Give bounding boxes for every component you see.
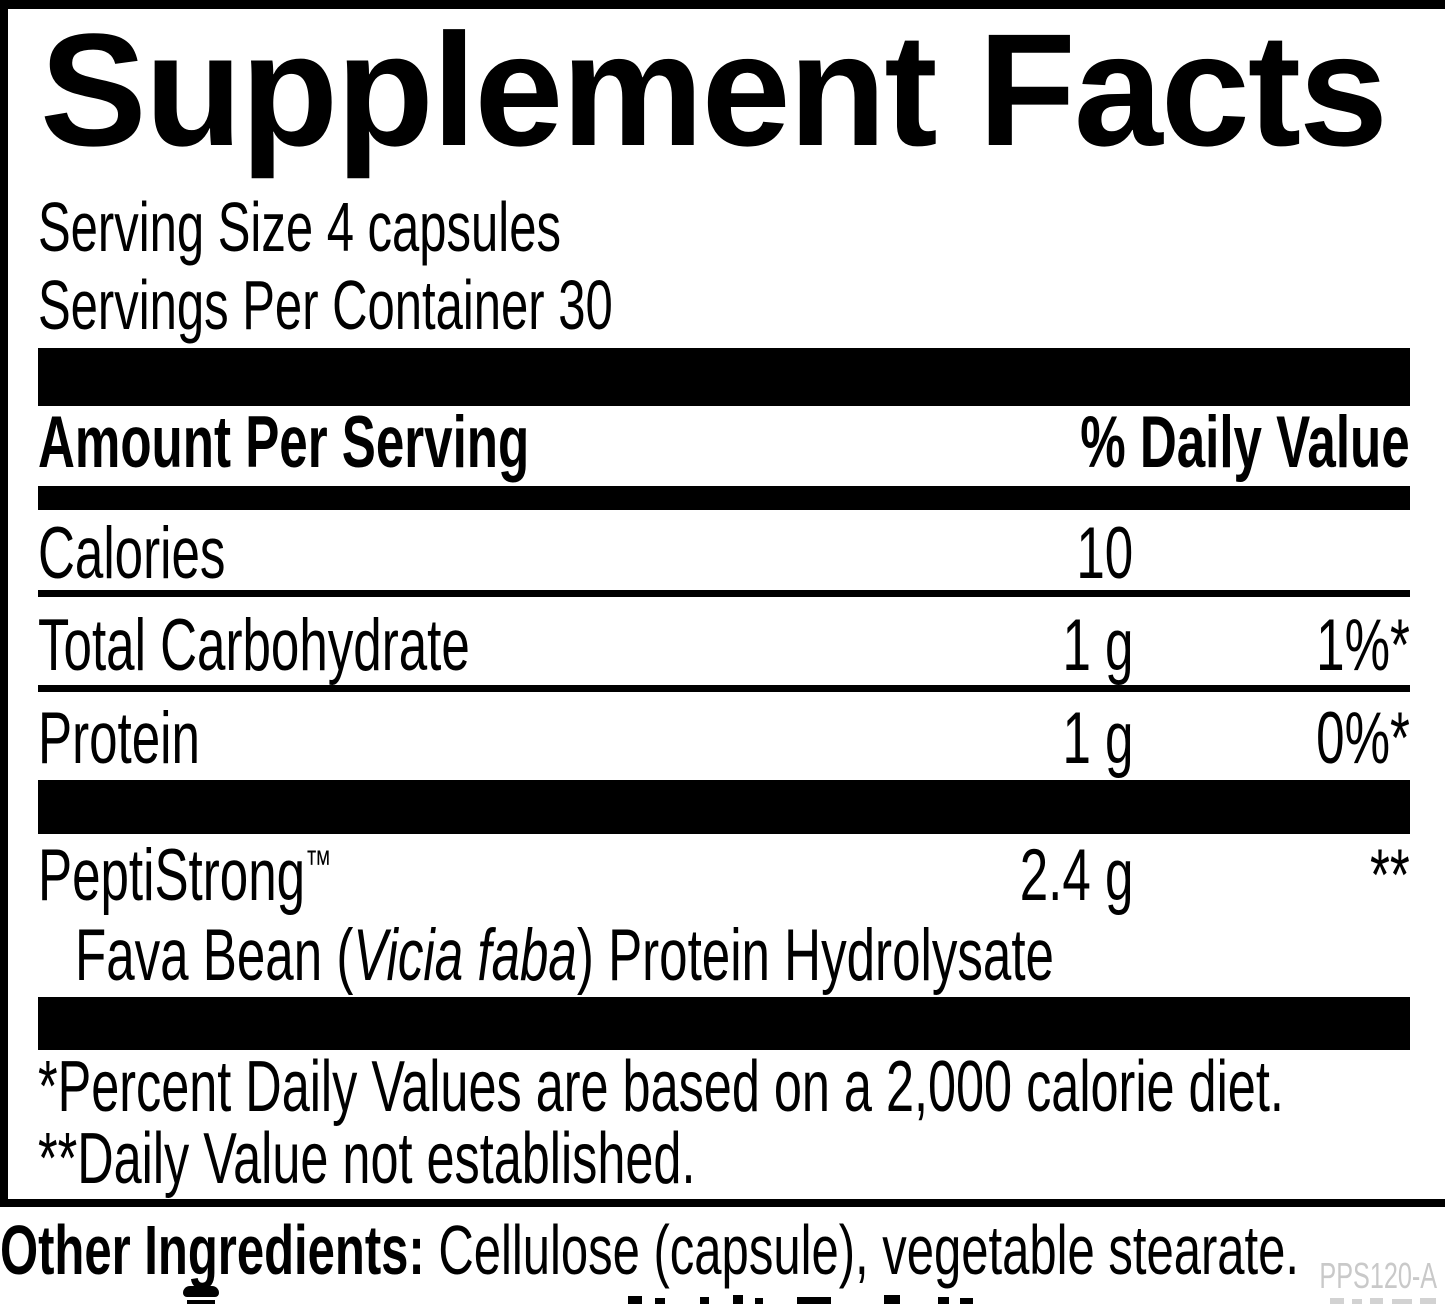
subtext-latin-name: Vicia faba [353, 915, 577, 996]
nutrient-amount: 10 [1076, 513, 1133, 594]
divider-bar-thick-3 [38, 997, 1410, 1050]
product-code: PPS120-A [1319, 1255, 1437, 1296]
other-ingredients-text: Cellulose (capsule), vegetable stearate. [424, 1211, 1300, 1289]
trademark-symbol: ™ [305, 843, 332, 886]
nutrient-name: Total Carbohydrate [38, 605, 470, 686]
nutrient-daily-value: 0%* [1316, 698, 1410, 779]
footnote-daily-value-not-established: **Daily Value not established. [38, 1119, 696, 1199]
row-separator [38, 590, 1410, 597]
divider-bar-thick-2 [38, 780, 1410, 834]
serving-size: Serving Size 4 capsules [38, 188, 561, 266]
row-separator [38, 685, 1410, 692]
ingredient-name-text: PeptiStrong [38, 835, 306, 916]
amount-per-serving-header: Amount Per Serving [38, 402, 530, 483]
nutrient-name: Protein [38, 698, 200, 779]
label-border-bottom [0, 1199, 1445, 1207]
subtext-prefix: Fava Bean ( [75, 915, 354, 996]
label-title: Supplement Facts [40, 0, 1388, 179]
label-border-top [0, 0, 1445, 9]
nutrient-daily-value: 1%* [1316, 605, 1410, 686]
ingredient-amount: 2.4 g [1019, 835, 1133, 916]
nutrient-amount: 1 g [1061, 605, 1133, 686]
ingredient-daily-value: ** [1370, 835, 1410, 916]
footnote-percent-daily-values: *Percent Daily Values are based on a 2,0… [38, 1047, 1284, 1127]
subtext-suffix: ) Protein Hydrolysate [576, 915, 1054, 996]
servings-per-container: Servings Per Container 30 [38, 266, 613, 344]
ingredient-subtext: Fava Bean (Vicia faba) Protein Hydrolysa… [75, 919, 1054, 992]
label-border-left [0, 0, 8, 1207]
other-ingredients-label: Other Ingredients: [0, 1211, 425, 1289]
nutrient-amount: 1 g [1061, 698, 1133, 779]
divider-bar-thick-1 [38, 348, 1410, 406]
ingredient-name: PeptiStrong™ [38, 839, 332, 912]
nutrient-name: Calories [38, 513, 226, 594]
divider-bar-thin [38, 486, 1410, 510]
daily-value-header: % Daily Value [1080, 402, 1410, 483]
other-ingredients-line: Other Ingredients: Cellulose (capsule), … [0, 1215, 1299, 1285]
